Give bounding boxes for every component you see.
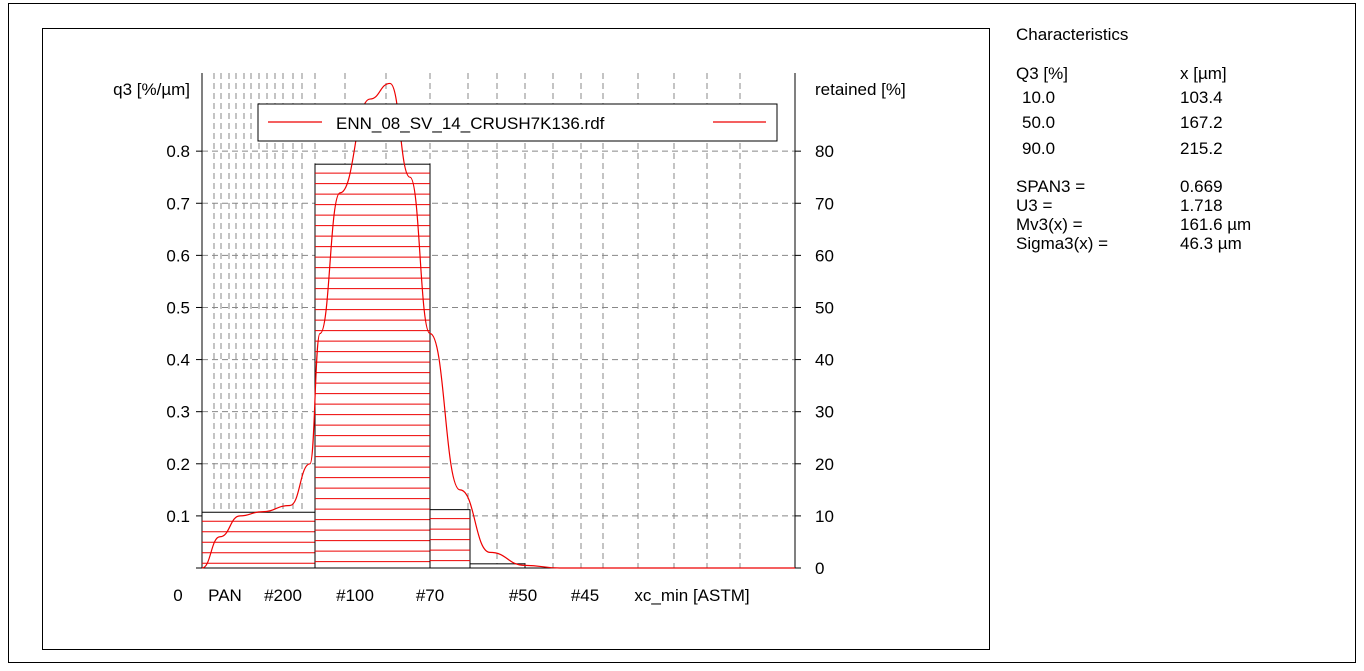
x-value: 215.2	[1180, 139, 1223, 158]
y-tick-label: 0.2	[166, 455, 190, 474]
stat-label: Sigma3(x) =	[1016, 234, 1109, 253]
histogram-bar	[201, 511, 316, 569]
x-tick-label: #100	[336, 586, 374, 605]
x-value: 103.4	[1180, 88, 1223, 107]
y-right-tick-label: 80	[815, 142, 834, 161]
outer-frame	[8, 3, 1356, 663]
stat-value: 161.6 µm	[1180, 215, 1252, 234]
y-tick-label: 0.8	[166, 142, 190, 161]
legend-box	[257, 103, 778, 142]
stat-value: 46.3 µm	[1180, 234, 1242, 253]
q3-header: Q3 [%]	[1016, 64, 1068, 83]
y-tick-label: 0.4	[166, 351, 190, 370]
x-header: x [µm]	[1180, 64, 1227, 83]
stat-label: U3 =	[1016, 196, 1053, 215]
plot-frame	[42, 28, 990, 650]
q3-value: 10.0	[1022, 88, 1056, 107]
histogram-bar	[429, 509, 471, 569]
stat-label: SPAN3 =	[1016, 177, 1086, 196]
y-right-tick-label: 0	[815, 559, 824, 578]
y-right-tick-label: 20	[815, 455, 834, 474]
x-tick-label: #200	[264, 586, 302, 605]
q3-value: 50.0	[1022, 113, 1056, 132]
y-tick-label: 0.5	[166, 298, 190, 317]
y-right-tick-label: 10	[815, 507, 834, 526]
x-tick-label: #50	[509, 586, 537, 605]
y-tick-label: 0.6	[166, 246, 190, 265]
x-tick-label: #70	[416, 586, 444, 605]
y-axis-label: q3 [%/µm]	[113, 80, 190, 99]
stat-value: 0.669	[1180, 177, 1223, 196]
y-tick-label: 0.3	[166, 403, 190, 422]
x-tick-label: #45	[571, 586, 599, 605]
x-value: 167.2	[1180, 113, 1223, 132]
y-right-axis-label: retained [%]	[815, 80, 906, 99]
y-right-tick-label: 60	[815, 246, 834, 265]
histogram-bar	[314, 163, 431, 569]
stat-value: 1.718	[1180, 196, 1223, 215]
x-axis-label: xc_min [ASTM]	[634, 586, 749, 605]
characteristics-title: Characteristics	[1016, 25, 1129, 44]
y-right-tick-label: 30	[815, 403, 834, 422]
y-right-tick-label: 70	[815, 194, 834, 213]
x-tick-label: PAN	[208, 586, 242, 605]
y-tick-label: 0	[173, 586, 182, 605]
density-curve	[201, 82, 795, 569]
y-right-tick-label: 40	[815, 351, 834, 370]
stat-label: Mv3(x) =	[1016, 215, 1083, 234]
y-tick-label: 0.1	[166, 507, 190, 526]
y-right-tick-label: 50	[815, 298, 834, 317]
legend-label: ENN_08_SV_14_CRUSH7K136.rdf	[336, 114, 605, 133]
y-tick-label: 0.7	[166, 194, 190, 213]
q3-value: 90.0	[1022, 139, 1056, 158]
